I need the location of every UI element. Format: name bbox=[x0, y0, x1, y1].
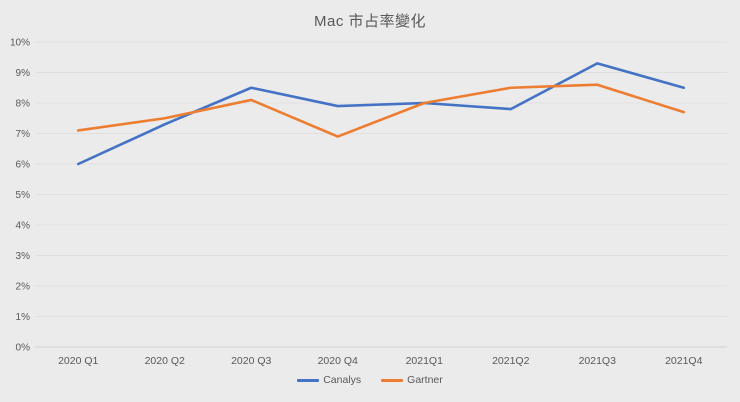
legend-label: Gartner bbox=[407, 374, 443, 386]
legend-item-canalys: Canalys bbox=[297, 374, 361, 386]
y-axis-tick-label: 3% bbox=[16, 251, 31, 262]
x-axis-category-label: 2021Q1 bbox=[406, 355, 444, 367]
legend-line-swatch bbox=[381, 378, 404, 382]
legend-item-gartner: Gartner bbox=[381, 374, 443, 386]
chart-title: Mac 市占率變化 bbox=[313, 13, 426, 30]
y-axis-tick-label: 5% bbox=[16, 190, 31, 201]
x-axis-category-label: 2021Q2 bbox=[492, 355, 530, 367]
y-axis-tick-label: 2% bbox=[16, 282, 31, 293]
series-line-canalys bbox=[76, 62, 686, 166]
y-axis-tick-label: 1% bbox=[16, 312, 31, 323]
x-axis-category-label: 2020 Q4 bbox=[318, 355, 358, 367]
chart-legend: Canalys Gartner bbox=[0, 374, 740, 386]
legend-label: Canalys bbox=[323, 374, 362, 386]
y-axis-tick-label: 10% bbox=[10, 38, 30, 49]
y-axis-tick-label: 0% bbox=[16, 343, 31, 354]
x-axis-category-label: 2020 Q2 bbox=[145, 355, 185, 367]
series-line-gartner bbox=[76, 83, 686, 138]
x-axis-category-label: 2020 Q1 bbox=[58, 355, 98, 367]
x-axis-category-label: 2021Q3 bbox=[579, 355, 617, 367]
y-axis-tick-label: 8% bbox=[16, 99, 31, 110]
x-axis-category-label: 2020 Q3 bbox=[231, 355, 271, 367]
legend-line-swatch bbox=[297, 378, 320, 382]
x-axis-category-label: 2021Q4 bbox=[665, 355, 703, 367]
y-axis-tick-label: 6% bbox=[16, 160, 31, 171]
y-axis-tick-label: 7% bbox=[16, 129, 31, 140]
y-axis-tick-label: 4% bbox=[16, 221, 31, 232]
y-axis-tick-label: 9% bbox=[16, 68, 31, 79]
